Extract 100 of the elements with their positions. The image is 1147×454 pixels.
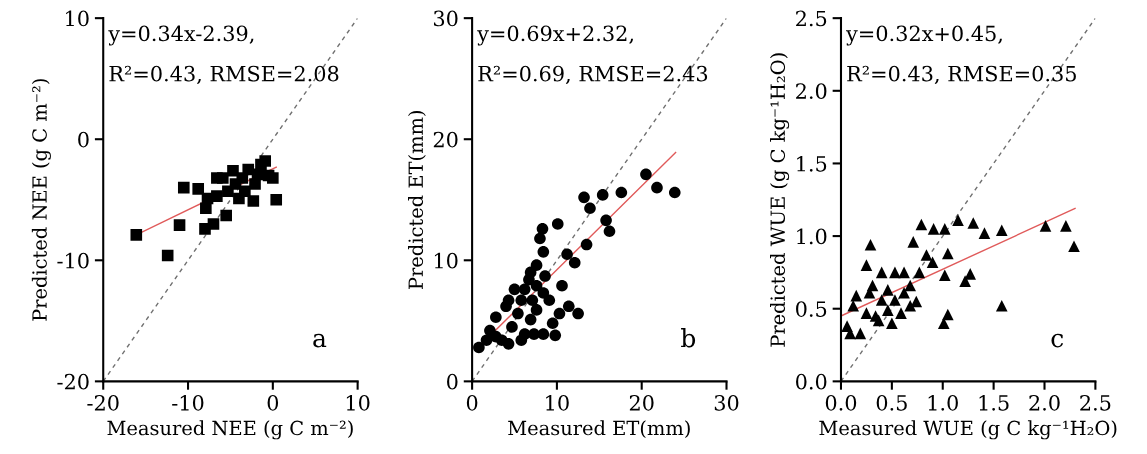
- x-axis-title: Measured ET(mm): [508, 420, 690, 439]
- point: [596, 189, 609, 201]
- annotation: y=0.69x+2.32,: [477, 25, 634, 46]
- y-tick-label: 20: [433, 131, 458, 148]
- point: [473, 341, 485, 354]
- point: [844, 327, 856, 340]
- x-tick-label: 0: [466, 394, 478, 411]
- y-tick-label: 0.0: [796, 373, 827, 390]
- point: [860, 307, 873, 319]
- point: [875, 294, 888, 306]
- point: [854, 327, 867, 340]
- point: [904, 300, 916, 312]
- y-tick-label: 2.0: [796, 83, 827, 100]
- point: [568, 256, 581, 269]
- x-tick-label: -10: [172, 394, 204, 411]
- y-axis-title: Predicted ET(mm): [408, 111, 426, 289]
- y-tick-label: 1.0: [797, 228, 827, 245]
- point: [561, 248, 573, 261]
- point: [1060, 220, 1072, 232]
- point: [490, 311, 502, 323]
- point: [580, 238, 593, 251]
- point: [259, 155, 272, 167]
- point: [506, 321, 518, 333]
- point: [539, 270, 551, 282]
- point: [480, 334, 493, 347]
- point: [860, 259, 873, 271]
- point: [229, 178, 242, 190]
- point: [562, 300, 575, 313]
- point: [995, 224, 1008, 237]
- point: [537, 328, 550, 340]
- point: [886, 317, 898, 330]
- annotation: b: [681, 328, 696, 348]
- point: [651, 181, 663, 194]
- point: [130, 229, 143, 241]
- x-axis-title: Measured NEE (g C m⁻²): [107, 420, 353, 440]
- point: [508, 283, 521, 296]
- point: [201, 192, 214, 205]
- x-tick-label: 20: [629, 394, 654, 411]
- point: [536, 223, 549, 235]
- y-tick-label: 0: [447, 373, 458, 390]
- point: [850, 289, 863, 302]
- point: [978, 227, 991, 239]
- point: [515, 294, 528, 307]
- point: [937, 317, 950, 330]
- point: [161, 249, 174, 262]
- point: [530, 304, 543, 316]
- y-tick-label: -20: [57, 373, 89, 390]
- annotation: a: [313, 333, 327, 348]
- annotation: R²=0.43, RMSE=2.08: [109, 65, 339, 85]
- point: [898, 286, 910, 299]
- annotation: c: [1051, 333, 1064, 348]
- point: [502, 338, 515, 350]
- y-tick-label: -10: [57, 252, 89, 269]
- y-tick-label: 10: [434, 252, 458, 269]
- point: [211, 172, 223, 184]
- point: [584, 202, 596, 215]
- y-axis-title: Predicted WUE (g C kg⁻¹H₂O): [770, 53, 790, 347]
- point: [920, 249, 933, 261]
- point: [913, 266, 926, 279]
- point: [668, 186, 681, 199]
- point: [881, 304, 894, 316]
- x-tick-label: 1.0: [928, 394, 958, 411]
- point: [173, 219, 186, 231]
- point: [270, 193, 283, 206]
- point: [942, 247, 954, 260]
- point: [518, 283, 531, 296]
- point: [1068, 240, 1080, 253]
- point: [490, 330, 502, 343]
- point: [502, 294, 515, 307]
- point: [512, 307, 524, 320]
- point: [572, 307, 584, 320]
- x-tick-label: 0: [267, 394, 279, 411]
- point: [534, 232, 546, 245]
- point: [898, 266, 910, 279]
- point: [942, 308, 954, 321]
- x-tick-label: -20: [87, 394, 119, 411]
- y-tick-label: 2.5: [796, 10, 827, 27]
- point: [895, 307, 907, 319]
- annotation: R²=0.43, RMSE=0.35: [847, 65, 1076, 85]
- point: [1039, 220, 1052, 232]
- point: [546, 317, 559, 330]
- annotation: y=0.34x-2.39,: [108, 25, 254, 46]
- point: [915, 218, 928, 231]
- point: [556, 279, 568, 292]
- point: [927, 223, 940, 235]
- x-axis-title: Measured WUE (g C kg⁻¹H₂O): [819, 420, 1117, 440]
- point: [926, 256, 939, 269]
- point: [177, 181, 190, 194]
- point: [578, 191, 590, 204]
- point: [938, 269, 951, 282]
- x-tick-label: 2.5: [1080, 394, 1111, 411]
- point: [515, 334, 528, 347]
- y-axis-title: Predicted NEE (g C m⁻²): [31, 79, 51, 321]
- point: [537, 246, 550, 258]
- point: [959, 275, 971, 287]
- point: [239, 185, 251, 198]
- point: [543, 294, 556, 307]
- point: [526, 294, 539, 307]
- point: [603, 225, 616, 238]
- point: [889, 294, 901, 306]
